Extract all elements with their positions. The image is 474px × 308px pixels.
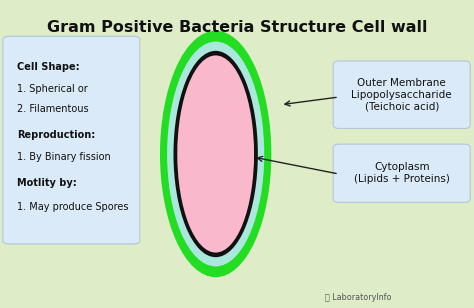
Text: 1. May produce Spores: 1. May produce Spores — [17, 202, 128, 212]
FancyBboxPatch shape — [333, 61, 470, 128]
Text: 1. By Binary fission: 1. By Binary fission — [17, 152, 111, 162]
Text: 1. Spherical or: 1. Spherical or — [17, 84, 88, 94]
Text: Outer Membrane
Lipopolysaccharide
(Teichoic acid): Outer Membrane Lipopolysaccharide (Teich… — [351, 78, 452, 111]
Ellipse shape — [167, 42, 264, 266]
Ellipse shape — [177, 55, 254, 253]
Text: Ⓛ LaboratoryInfo: Ⓛ LaboratoryInfo — [325, 294, 391, 302]
Text: Cell Shape:: Cell Shape: — [17, 62, 80, 72]
FancyBboxPatch shape — [3, 36, 140, 244]
Text: Motlity by:: Motlity by: — [17, 178, 77, 188]
Ellipse shape — [173, 51, 258, 257]
Ellipse shape — [160, 31, 271, 277]
Text: Gram Positive Bacteria Structure Cell wall: Gram Positive Bacteria Structure Cell wa… — [47, 20, 427, 35]
FancyBboxPatch shape — [333, 144, 470, 202]
Text: 2. Filamentous: 2. Filamentous — [17, 104, 89, 114]
Text: Reproduction:: Reproduction: — [17, 130, 95, 140]
Text: Cytoplasm
(Lipids + Proteins): Cytoplasm (Lipids + Proteins) — [354, 162, 450, 184]
